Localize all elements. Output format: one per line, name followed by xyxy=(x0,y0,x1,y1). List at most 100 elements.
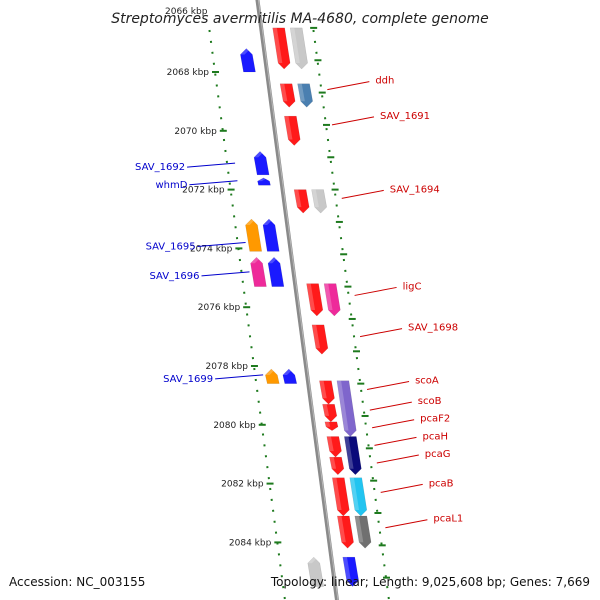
gene-shading xyxy=(319,380,327,399)
gene-shading xyxy=(268,257,279,264)
gene-body xyxy=(311,324,329,355)
gene-body xyxy=(282,368,298,384)
gene-shading xyxy=(294,189,302,208)
gene-label-forward: pcaL1 xyxy=(433,514,463,525)
gene-arrow[interactable] xyxy=(354,515,372,549)
gene-shading xyxy=(284,116,293,140)
gene-features[interactable] xyxy=(240,27,372,587)
gene-label-forward: ddh xyxy=(375,76,394,87)
gene-body xyxy=(257,177,271,186)
gene-arrow[interactable] xyxy=(319,380,335,405)
gene-arrow[interactable] xyxy=(297,83,313,108)
gene-arrow[interactable] xyxy=(311,324,329,355)
gene-shading xyxy=(311,189,319,208)
gene-shading xyxy=(326,436,334,452)
label-leader xyxy=(201,271,250,277)
gene-arrow[interactable] xyxy=(311,189,327,214)
gene-shading xyxy=(265,368,276,375)
gene-arrow[interactable] xyxy=(324,421,339,431)
scale-tick-label: 2082 kbp xyxy=(221,480,264,490)
gene-label-forward: SAV_1694 xyxy=(390,184,440,195)
gene-body xyxy=(342,556,359,587)
gene-shading xyxy=(240,48,251,55)
gene-arrow[interactable] xyxy=(279,83,296,108)
label-leader xyxy=(380,483,423,493)
gene-arrow[interactable] xyxy=(349,477,368,517)
gene-labels: ddh SAV_1691 SAV_1694 ligC SAV_1698 scoA scoB p… xyxy=(135,76,463,529)
gene-shading xyxy=(329,457,337,469)
gene-arrow[interactable] xyxy=(307,556,324,587)
gene-arrow[interactable] xyxy=(240,48,256,73)
gene-shading xyxy=(280,83,288,102)
gene-arrow[interactable] xyxy=(331,477,350,517)
gene-shading xyxy=(312,324,321,349)
gene-arrow[interactable] xyxy=(326,436,342,458)
gene-arrow[interactable] xyxy=(306,283,324,317)
scale-tick-label: 2076 kbp xyxy=(198,303,241,313)
gene-shading xyxy=(354,515,364,543)
gene-label-forward: pcaG xyxy=(425,449,451,460)
gene-arrow[interactable] xyxy=(329,456,345,476)
gene-arrow[interactable] xyxy=(293,189,310,214)
gene-arrow[interactable] xyxy=(267,256,285,287)
gene-body xyxy=(240,48,256,73)
gene-arrow[interactable] xyxy=(262,218,280,252)
gene-shading xyxy=(307,557,318,564)
gene-label-reverse: SAV_1692 xyxy=(135,162,185,173)
gene-body xyxy=(336,380,357,437)
gene-arrow[interactable] xyxy=(272,27,291,70)
gene-label-reverse: SAV_1696 xyxy=(149,271,199,282)
map-title: Streptomyces avermitilis MA-4680, comple… xyxy=(111,11,489,27)
scale-tick-label: 2074 kbp xyxy=(190,244,233,254)
gene-label-reverse: SAV_1695 xyxy=(146,242,196,253)
gene-shading xyxy=(262,219,274,225)
gene-body xyxy=(331,477,350,517)
gene-arrow[interactable] xyxy=(344,436,362,476)
label-leader xyxy=(374,436,417,446)
gene-arrow[interactable] xyxy=(250,256,267,287)
gene-label-reverse: SAV_1699 xyxy=(163,374,213,385)
label-leader xyxy=(187,162,236,168)
label-leader xyxy=(385,519,428,529)
accession-text: Accession: NC_003155 xyxy=(9,575,145,589)
label-leader xyxy=(369,401,412,411)
gene-arrow[interactable] xyxy=(282,368,298,384)
gene-shading xyxy=(344,436,354,469)
gene-arrow[interactable] xyxy=(265,368,280,384)
scale-ticks: 2068 kbp 2070 kbp 2072 kbp 2074 kbp 2076 kbp… xyxy=(167,26,391,579)
gene-label-forward: pcaB xyxy=(429,478,454,489)
gene-shading xyxy=(332,477,342,510)
gene-arrow[interactable] xyxy=(323,283,341,317)
gene-body xyxy=(306,283,324,317)
label-leader xyxy=(327,81,370,91)
gene-body xyxy=(322,403,338,423)
gene-arrow[interactable] xyxy=(289,27,308,70)
gene-arrow[interactable] xyxy=(257,177,271,186)
gene-body xyxy=(245,218,263,252)
gene-label-forward: pcaF2 xyxy=(420,414,450,425)
gene-shading xyxy=(245,219,256,225)
gene-arrow[interactable] xyxy=(284,115,301,146)
gene-label-forward: scoA xyxy=(415,376,439,387)
gene-label-forward: scoB xyxy=(418,396,442,407)
gene-arrow[interactable] xyxy=(253,151,270,176)
gene-shading xyxy=(336,380,349,431)
gene-label-reverse: whmD xyxy=(155,180,187,191)
gene-shading xyxy=(322,404,330,416)
gene-arrow[interactable] xyxy=(342,556,359,587)
gene-body xyxy=(265,368,280,384)
gene-body xyxy=(319,380,335,405)
gene-body xyxy=(311,189,327,214)
topology-text: Topology: linear; Length: 9,025,608 bp; … xyxy=(270,575,590,589)
gene-shading xyxy=(324,421,331,427)
gene-shading xyxy=(290,27,300,64)
label-leader xyxy=(359,328,403,338)
label-leader xyxy=(341,189,384,199)
gene-arrow[interactable] xyxy=(336,380,357,437)
gene-shading xyxy=(250,257,261,264)
gene-arrow[interactable] xyxy=(337,515,354,549)
gene-arrow[interactable] xyxy=(322,403,338,423)
gene-body xyxy=(289,27,308,70)
gene-arrow[interactable] xyxy=(245,218,263,252)
